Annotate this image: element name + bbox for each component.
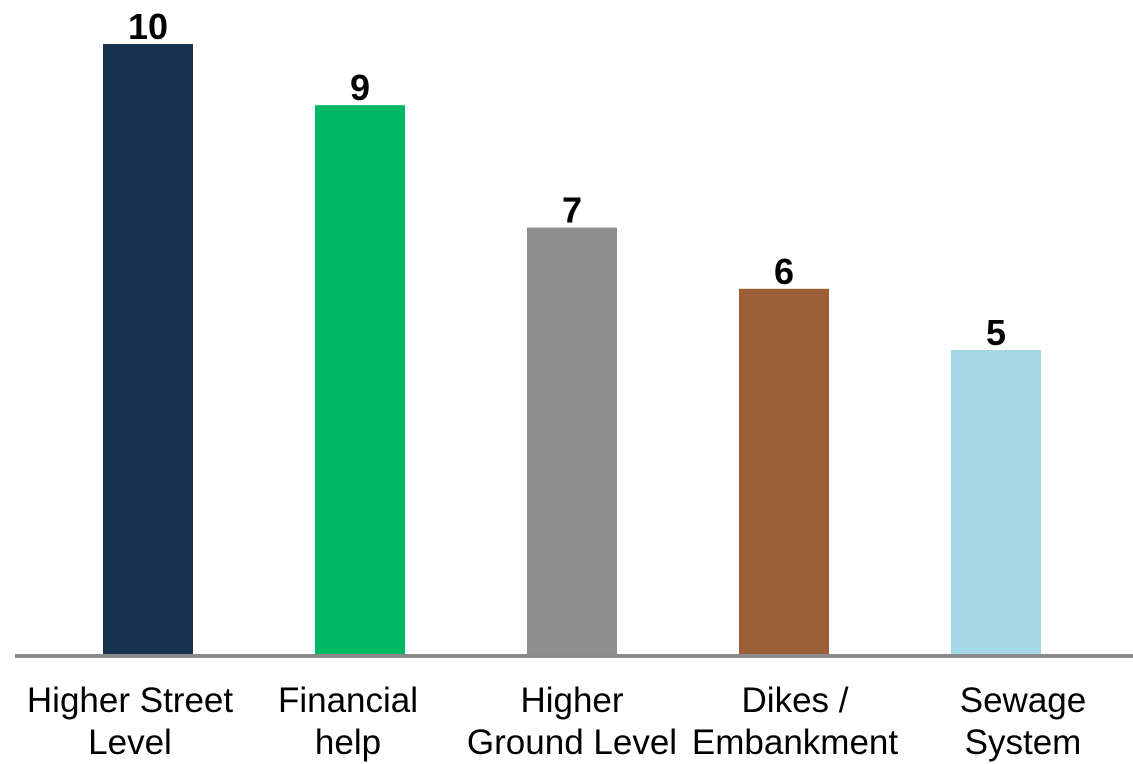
category-label-1: Higher Street Level xyxy=(27,681,233,762)
category-label-line: System xyxy=(965,723,1082,762)
category-label-4: Dikes / Embankment xyxy=(692,681,898,762)
category-label-5: Sewage System xyxy=(960,681,1086,762)
value-label-5: 5 xyxy=(986,312,1006,353)
value-label-2: 9 xyxy=(350,67,370,108)
category-label-line: Level xyxy=(88,723,172,762)
value-label-1: 10 xyxy=(128,6,168,47)
bar-1 xyxy=(103,44,193,656)
category-label-line: Embankment xyxy=(692,723,898,762)
value-label-3: 7 xyxy=(562,190,582,231)
category-label-line: Sewage xyxy=(960,681,1086,720)
value-label-4: 6 xyxy=(774,251,794,292)
category-label-line: Dikes / xyxy=(742,681,849,720)
category-label-line: Financial xyxy=(278,681,418,720)
bar-4 xyxy=(739,288,829,656)
category-label-line: Higher Street xyxy=(27,681,233,720)
value-labels-group: 10 9 7 6 5 xyxy=(128,6,1006,353)
category-label-line: Higher xyxy=(520,681,623,720)
category-label-2: Financial help xyxy=(278,681,418,762)
bar-5 xyxy=(951,350,1041,656)
category-label-3: Higher Ground Level xyxy=(467,681,677,762)
category-label-line: Ground Level xyxy=(467,723,677,762)
bar-2 xyxy=(315,105,405,656)
category-labels-group: Higher Street Level Financial help Higher Gro… xyxy=(27,681,1086,762)
bar-3 xyxy=(527,227,617,656)
category-label-line: help xyxy=(315,723,381,762)
bars-group xyxy=(103,44,1041,656)
